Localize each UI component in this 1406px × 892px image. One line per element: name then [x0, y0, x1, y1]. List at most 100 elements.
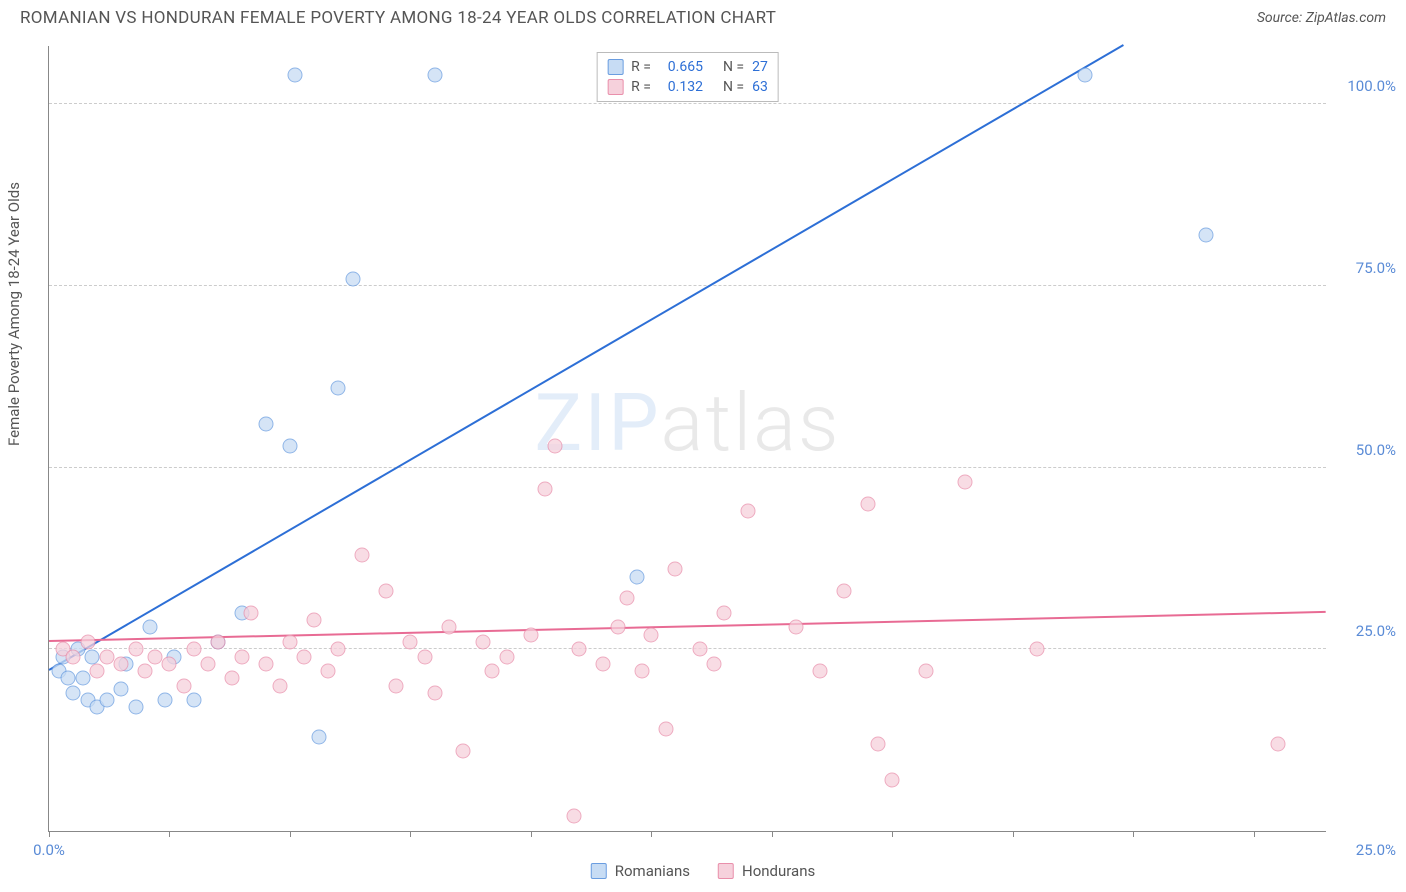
- data-point: [148, 649, 163, 664]
- data-point: [1198, 227, 1213, 242]
- data-point: [85, 649, 100, 664]
- data-point: [716, 605, 731, 620]
- data-point: [99, 649, 114, 664]
- watermark: ZIPatlas: [534, 376, 840, 470]
- data-point: [499, 649, 514, 664]
- scatter-chart: ZIPatlas R =0.665N =27R =0.132N =63 25.0…: [48, 46, 1326, 832]
- data-point: [485, 664, 500, 679]
- x-tick: [1133, 831, 1134, 837]
- data-point: [634, 664, 649, 679]
- data-point: [258, 656, 273, 671]
- data-point: [1270, 736, 1285, 751]
- data-point: [99, 693, 114, 708]
- x-tick: [1013, 831, 1014, 837]
- data-point: [331, 642, 346, 657]
- legend-row: R =0.665N =27: [607, 57, 768, 77]
- data-point: [427, 68, 442, 83]
- y-tick-label: 50.0%: [1356, 441, 1396, 459]
- data-point: [90, 664, 105, 679]
- data-point: [837, 584, 852, 599]
- gridline: [49, 467, 1326, 468]
- legend-swatch: [718, 863, 734, 879]
- legend-item: Romanians: [591, 862, 690, 880]
- gridline: [49, 103, 1326, 104]
- data-point: [1029, 642, 1044, 657]
- data-point: [572, 642, 587, 657]
- legend-series: Romanians Hondurans: [591, 862, 815, 880]
- data-point: [143, 620, 158, 635]
- data-point: [331, 380, 346, 395]
- legend-label: Romanians: [615, 862, 690, 880]
- data-point: [66, 685, 81, 700]
- data-point: [567, 809, 582, 824]
- data-point: [355, 547, 370, 562]
- x-tick: [772, 831, 773, 837]
- data-point: [287, 68, 302, 83]
- data-point: [61, 671, 76, 686]
- data-point: [66, 649, 81, 664]
- data-point: [547, 438, 562, 453]
- x-tick: [169, 831, 170, 837]
- data-point: [388, 678, 403, 693]
- data-point: [311, 729, 326, 744]
- data-point: [629, 569, 644, 584]
- data-point: [114, 682, 129, 697]
- data-point: [201, 656, 216, 671]
- trend-line: [48, 44, 1124, 671]
- data-point: [210, 635, 225, 650]
- data-point: [861, 496, 876, 511]
- data-point: [610, 620, 625, 635]
- x-tick-label: 25.0%: [1356, 841, 1396, 859]
- data-point: [321, 664, 336, 679]
- legend-item: Hondurans: [718, 862, 815, 880]
- data-point: [176, 678, 191, 693]
- source-label: Source: ZipAtlas.com: [1257, 10, 1386, 26]
- data-point: [225, 671, 240, 686]
- chart-title: ROMANIAN VS HONDURAN FEMALE POVERTY AMON…: [20, 8, 776, 28]
- data-point: [114, 656, 129, 671]
- data-point: [186, 642, 201, 657]
- data-point: [128, 642, 143, 657]
- data-point: [345, 271, 360, 286]
- data-point: [403, 635, 418, 650]
- data-point: [75, 671, 90, 686]
- data-point: [258, 416, 273, 431]
- data-point: [307, 613, 322, 628]
- data-point: [456, 744, 471, 759]
- legend-swatch: [591, 863, 607, 879]
- x-tick: [410, 831, 411, 837]
- data-point: [692, 642, 707, 657]
- data-point: [885, 773, 900, 788]
- legend-label: Hondurans: [742, 862, 815, 880]
- x-tick: [49, 831, 50, 837]
- data-point: [788, 620, 803, 635]
- data-point: [186, 693, 201, 708]
- data-point: [244, 605, 259, 620]
- data-point: [620, 591, 635, 606]
- data-point: [297, 649, 312, 664]
- x-tick: [531, 831, 532, 837]
- data-point: [1078, 68, 1093, 83]
- data-point: [128, 700, 143, 715]
- data-point: [707, 656, 722, 671]
- x-tick: [892, 831, 893, 837]
- data-point: [282, 635, 297, 650]
- legend-swatch: [607, 59, 623, 75]
- data-point: [379, 584, 394, 599]
- data-point: [138, 664, 153, 679]
- data-point: [417, 649, 432, 664]
- x-tick: [290, 831, 291, 837]
- data-point: [273, 678, 288, 693]
- legend-swatch: [607, 79, 623, 95]
- data-point: [523, 627, 538, 642]
- legend-row: R =0.132N =63: [607, 77, 768, 97]
- data-point: [919, 664, 934, 679]
- data-point: [813, 664, 828, 679]
- data-point: [644, 627, 659, 642]
- y-tick-label: 25.0%: [1356, 622, 1396, 640]
- data-point: [538, 482, 553, 497]
- data-point: [658, 722, 673, 737]
- gridline: [49, 285, 1326, 286]
- data-point: [870, 736, 885, 751]
- y-tick-label: 100.0%: [1347, 77, 1396, 95]
